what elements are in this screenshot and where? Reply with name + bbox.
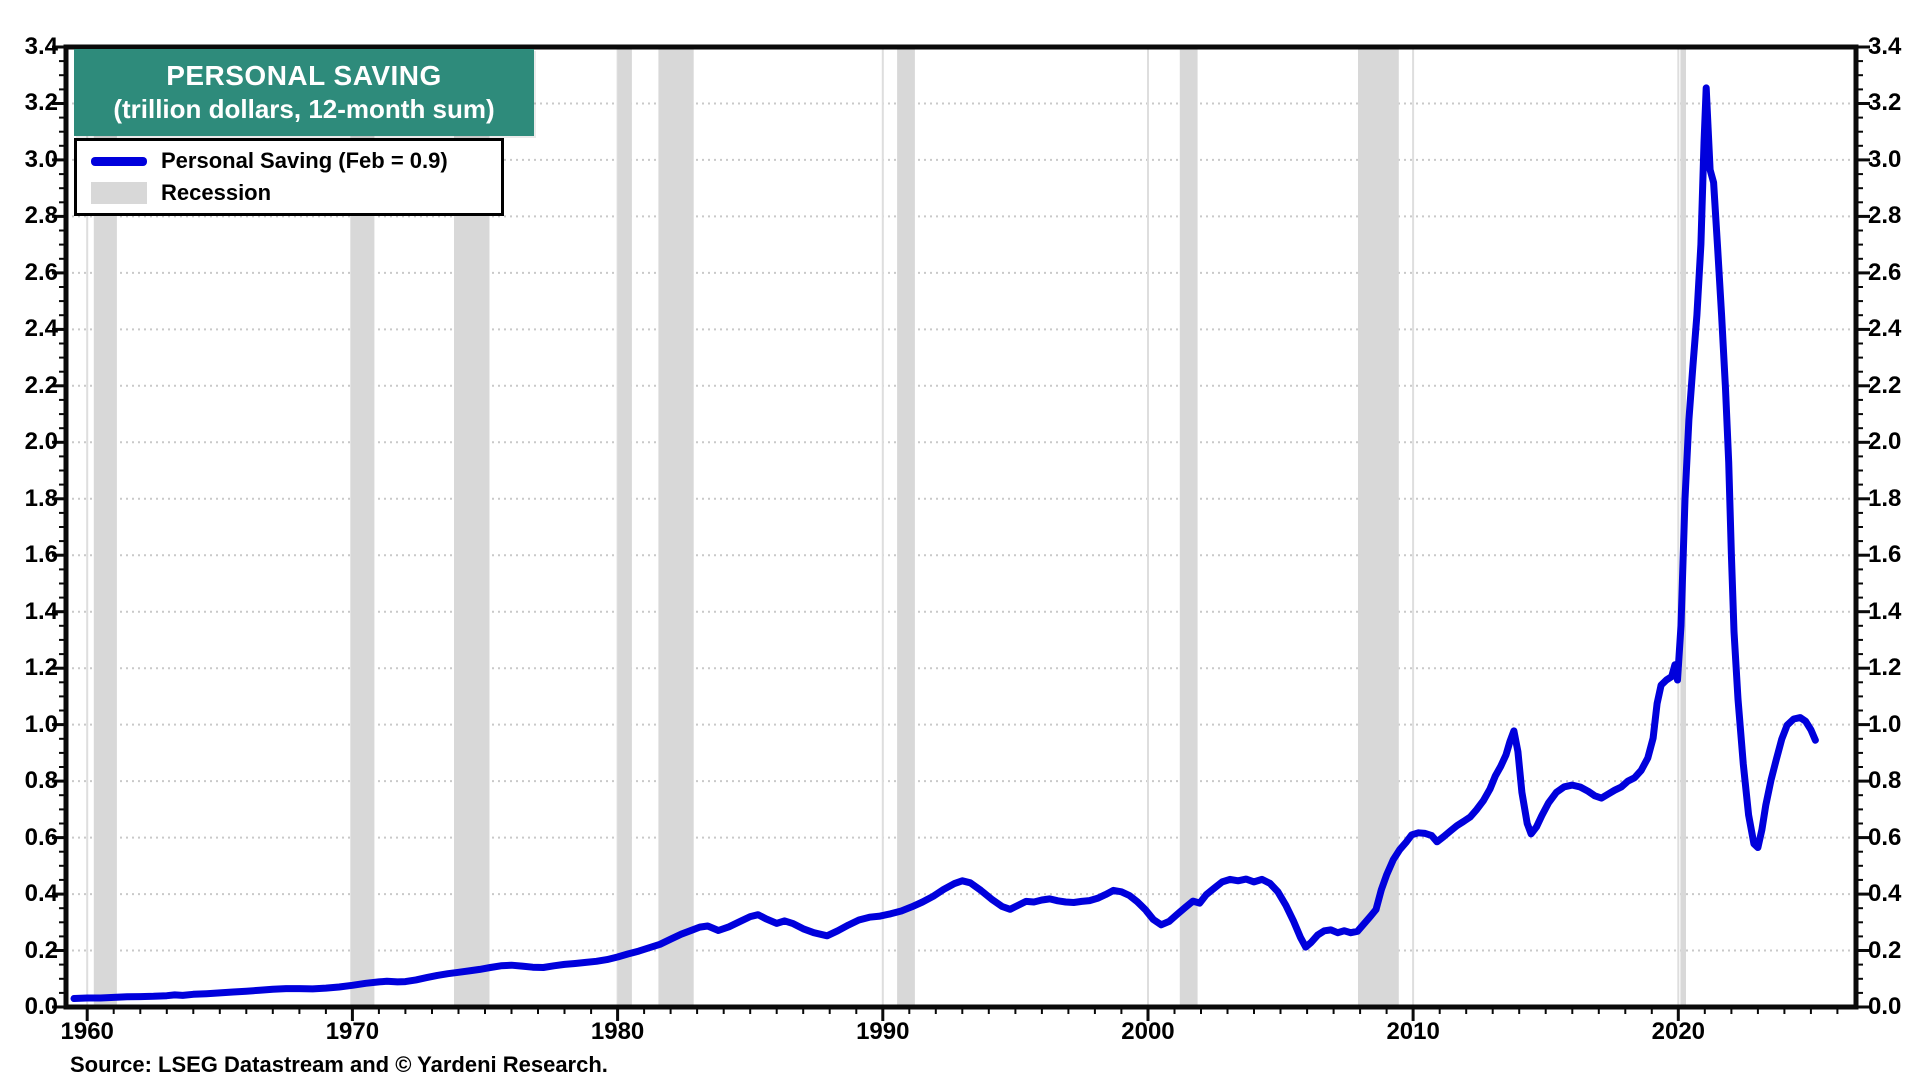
y-axis-label-left: 0.6 (24, 823, 58, 851)
source-attribution: Source: LSEG Datastream and © Yardeni Re… (70, 1052, 608, 1077)
legend-item-personal-saving: Personal Saving (Feb = 0.9) (91, 147, 501, 175)
y-axis-label-right: 2.2 (1868, 371, 1902, 399)
y-axis-label-left: 0.0 (24, 993, 58, 1020)
chart-title: PERSONAL SAVING (166, 60, 442, 91)
y-axis-label-left: 3.0 (24, 145, 58, 173)
chart-subtitle: (trillion dollars, 12-month sum) (113, 94, 495, 124)
recession-band (617, 47, 632, 1007)
y-axis-label-right: 0.8 (1868, 767, 1902, 795)
x-axis-label: 1990 (856, 1018, 910, 1045)
y-axis-label-right: 2.8 (1868, 202, 1902, 230)
y-axis-label-left: 0.8 (24, 767, 58, 795)
legend-label-series: Personal Saving (Feb = 0.9) (161, 148, 448, 173)
y-axis-label-left: 0.2 (24, 936, 58, 964)
recession-band (93, 47, 117, 1007)
recession-swatch (91, 182, 147, 204)
y-axis-label-left: 1.8 (24, 484, 58, 512)
y-axis-label-right: 0.4 (1868, 880, 1902, 908)
y-axis-label-left: 2.2 (24, 371, 58, 399)
recession-band (658, 47, 694, 1007)
x-axis-label: 1960 (60, 1018, 114, 1045)
x-axis-label: 2010 (1386, 1018, 1440, 1045)
legend-label-recession: Recession (161, 180, 272, 205)
y-axis-label-right: 2.0 (1868, 428, 1902, 456)
series-line-swatch (91, 156, 147, 166)
y-axis-label-right: 0.6 (1868, 823, 1902, 851)
x-axis-label: 1970 (325, 1018, 380, 1045)
y-axis-label-right: 3.2 (1868, 89, 1902, 117)
y-axis-label-left: 2.4 (24, 315, 58, 343)
y-axis-label-left: 0.4 (24, 880, 58, 908)
personal-saving-line (70, 84, 1819, 1002)
y-axis-label-left: 1.4 (24, 597, 58, 625)
recession-band (1179, 47, 1198, 1007)
legend: Personal Saving (Feb = 0.9) Recession (74, 138, 504, 216)
x-axis-label: 2020 (1651, 1018, 1706, 1045)
y-axis-label-right: 1.4 (1868, 597, 1902, 625)
y-axis-label-left: 2.0 (24, 428, 58, 456)
legend-item-recession: Recession (91, 179, 501, 207)
y-axis-label-left: 2.8 (24, 202, 58, 230)
y-axis-label-left: 1.0 (24, 710, 58, 738)
y-axis-label-right: 3.0 (1868, 145, 1902, 173)
y-axis-label-right: 3.4 (1868, 33, 1902, 60)
recession-band (897, 47, 915, 1007)
chart-title-box: PERSONAL SAVING (trillion dollars, 12-mo… (74, 49, 534, 136)
y-axis-label-left: 1.2 (24, 654, 58, 682)
recession-band (1358, 47, 1399, 1007)
y-axis-label-right: 1.2 (1868, 654, 1902, 682)
y-axis-label-left: 3.4 (24, 33, 58, 60)
y-axis-label-right: 0.0 (1868, 993, 1902, 1020)
y-axis-label-right: 2.4 (1868, 315, 1902, 343)
y-axis-label-left: 1.6 (24, 541, 58, 569)
y-axis-label-right: 1.6 (1868, 541, 1902, 569)
x-axis-label: 1980 (590, 1018, 645, 1045)
y-axis-label-right: 0.2 (1868, 936, 1902, 964)
y-axis-label-right: 1.0 (1868, 710, 1902, 738)
y-axis-label-left: 3.2 (24, 89, 58, 117)
y-axis-label-right: 2.6 (1868, 258, 1902, 286)
x-axis-label: 2000 (1121, 1018, 1175, 1045)
y-axis-label-left: 2.6 (24, 258, 58, 286)
y-axis-label-right: 1.8 (1868, 484, 1902, 512)
